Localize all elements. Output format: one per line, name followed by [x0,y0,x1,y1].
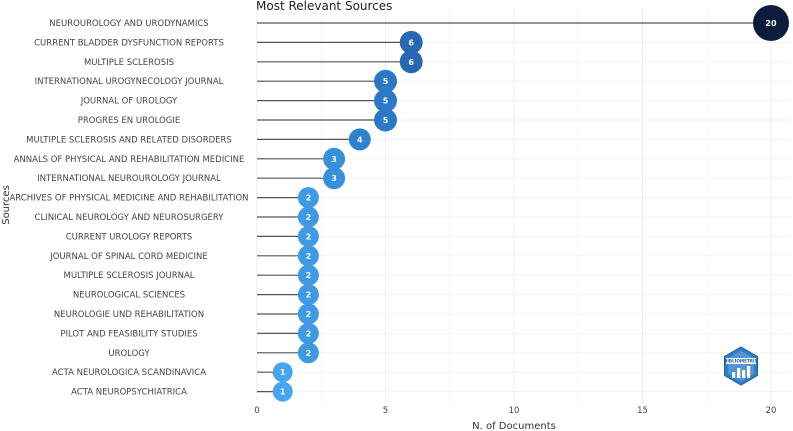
dot [297,284,319,306]
source-label: NEUROLOGIE UND REHABILITATION [54,310,204,320]
value-label: 5 [383,97,389,106]
value-label: 1 [280,368,286,377]
dot [374,89,397,113]
logo-text: BIBLIOMETRIX [724,359,758,364]
grid-layer [256,8,790,403]
source-label: ACTA NEUROLOGICA SCANDINAVICA [52,368,206,378]
source-label: ACTA NEUROPSYCHIATRICA [71,388,187,398]
value-label: 2 [306,271,312,280]
source-label: CURRENT UROLOGY REPORTS [66,232,193,242]
value-label: 1 [280,388,286,397]
source-label: JOURNAL OF UROLOGY [80,97,178,107]
value-label: 2 [306,213,312,222]
source-label: INTERNATIONAL NEUROUROLOGY JOURNAL [37,174,221,184]
dot [374,69,397,93]
source-label: NEUROUROLOGY AND URODYNAMICS [49,19,208,29]
dot [323,147,346,170]
source-label: UROLOGY [108,349,150,359]
dots-layer: 20 6 6 5 5 5 4 3 3 2 2 2 2 2 2 2 2 2 1 1 [272,5,789,402]
x-ticks: 0 5 10 15 20 [254,406,776,416]
x-tick-label: 5 [383,406,388,416]
x-axis-title: N. of Documents [472,421,556,431]
source-label: ARCHIVES OF PHYSICAL MEDICINE AND REHABI… [9,194,248,204]
value-label: 2 [306,349,312,358]
value-label: 3 [331,174,337,183]
value-label: 3 [331,155,337,164]
dot [297,264,319,286]
value-label: 6 [408,58,414,67]
value-label: 2 [306,252,312,261]
dot [272,362,293,383]
source-label: ANNALS OF PHYSICAL AND REHABILITATION ME… [14,155,245,165]
source-label: JOURNAL OF SPINAL CORD MEDICINE [49,252,208,262]
value-label: 6 [408,38,414,47]
value-label: 2 [306,329,312,338]
source-label: PROGRES EN UROLOGIE [78,116,181,126]
source-label: INTERNATIONAL UROGYNECOLOGY JOURNAL [35,77,224,87]
value-label: 2 [306,310,312,319]
source-label: CLINICAL NEUROLOGY AND NEUROSURGERY [35,213,225,223]
value-label: 2 [306,194,312,203]
source-label: MULTIPLE SCLEROSIS JOURNAL [63,271,194,281]
dot [399,30,423,54]
dot [374,108,397,132]
dot [297,206,319,228]
value-label: 2 [306,291,312,300]
dot [297,187,319,209]
dot [297,342,319,364]
source-label: MULTIPLE SCLEROSIS [84,58,174,68]
chart-title: Most Relevant Sources [256,0,392,13]
value-label: 5 [383,116,389,125]
dot [297,322,319,344]
x-tick-label: 0 [254,406,259,416]
dot [323,167,346,190]
value-label: 4 [357,135,363,144]
x-tick-label: 10 [509,406,520,416]
source-label: MULTIPLE SCLEROSIS AND RELATED DISORDERS [26,135,232,145]
value-label: 2 [306,232,312,241]
source-label: PILOT AND FEASIBILITY STUDIES [60,329,197,339]
value-label: 20 [765,19,777,28]
y-axis-title: Sources [1,185,12,225]
dot [399,50,423,74]
x-tick-label: 15 [637,406,648,416]
dot [297,225,319,247]
dot [297,245,319,267]
bibliometrix-logo: BIBLIOMETRIX [724,346,759,386]
dot [753,5,789,41]
dot [348,128,371,151]
category-labels: NEUROUROLOGY AND URODYNAMICS CURRENT BLAD… [9,19,248,398]
source-label: CURRENT BLADDER DYSFUNCTION REPORTS [34,38,224,48]
dot [272,381,293,402]
x-tick-label: 20 [766,406,777,416]
dot [297,303,319,325]
value-label: 5 [383,77,389,86]
source-label: NEUROLOGICAL SCIENCES [73,291,185,301]
